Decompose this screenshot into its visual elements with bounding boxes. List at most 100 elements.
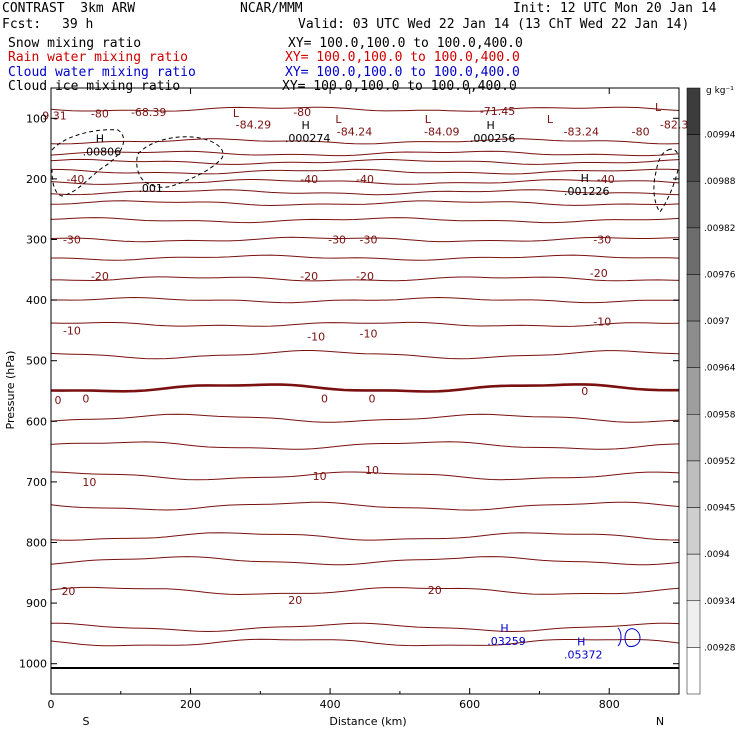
extrema-layer: L L L LLH.00806H.000274H.000256H.001226.001… — [83, 101, 662, 661]
isotherm-label: -20 — [590, 267, 608, 280]
extremum-value: .000274 — [285, 132, 331, 145]
init-time: Init: 12 UTC Mon 20 Jan 14 — [513, 1, 717, 16]
extremum-marker: L — [547, 113, 554, 126]
isotherm-label: 0 — [82, 392, 89, 405]
colorbar-label: .00934 — [704, 597, 736, 607]
isotherm-label: 10 — [365, 464, 379, 477]
isotherm-label: -80 — [293, 106, 311, 119]
legend-rain-xy: XY= 100.0,100.0 to 100.0,400.0 — [285, 50, 520, 65]
isotherm-640 — [50, 441, 680, 450]
isotherm-label: -40 — [66, 173, 84, 186]
colorbar-swatch — [686, 87, 701, 135]
colorbar-swatch — [686, 227, 701, 275]
isotherm-172 — [50, 158, 680, 165]
isotherm-880 — [50, 586, 680, 596]
colorbar-label: .00952 — [704, 457, 736, 467]
isotherm-365 — [51, 276, 680, 282]
legend-cloud-ice-xy: XY= 100.0,100.0 to 100.0,400.0 — [282, 79, 517, 94]
colorbar-label: .00958 — [704, 410, 736, 420]
isotherm-940 — [51, 622, 680, 633]
isotherm-545 — [50, 383, 679, 393]
y-tick-label: 600 — [26, 415, 47, 428]
isotherm-label: 20 — [288, 594, 302, 607]
valid-time: Valid: 03 UTC Wed 22 Jan 14 (13 ChT Wed … — [298, 17, 690, 32]
isotherm-label: -10 — [593, 315, 611, 328]
colorbar-label: .00994 — [704, 131, 736, 141]
colorbar-swatch — [686, 274, 701, 322]
isotherm-label: 10 — [313, 470, 327, 483]
extremum-marker: H — [302, 119, 310, 132]
legend-cloud-water: Cloud water mixing ratio — [8, 65, 196, 80]
isotherm-label: -40 — [356, 173, 374, 186]
colorbar-label: .00928 — [704, 643, 736, 653]
x-tick-label: 200 — [180, 698, 201, 711]
cloud-water-contours — [617, 627, 641, 647]
isotherm-label: -80 — [91, 107, 109, 120]
fcst-value: 39 h — [62, 17, 94, 32]
x-tick-label: 600 — [459, 698, 480, 711]
y-tick-label: 200 — [26, 173, 47, 186]
isotherm-label: -84.24 — [337, 126, 372, 139]
y-axis-title: Pressure (hPa) — [4, 351, 17, 430]
isotherm-595 — [50, 413, 680, 423]
isotherm-490 — [50, 350, 680, 360]
isotherm-690 — [50, 471, 680, 481]
x-tick-label: 800 — [599, 698, 620, 711]
isotherm-layer — [50, 106, 680, 647]
isotherm-965 — [50, 638, 680, 647]
isotherm-label: 20 — [428, 584, 442, 597]
colorbar-label: .00988 — [704, 177, 736, 187]
y-tick-label: 1000 — [19, 658, 47, 671]
extremum-marker: L — [425, 113, 432, 126]
isotherm-222 — [50, 189, 680, 196]
y-tick-label: 500 — [26, 355, 47, 368]
isotherm-label: 9.31 — [42, 109, 67, 122]
isotherm-790 — [50, 532, 680, 541]
colorbar-swatch — [686, 553, 701, 602]
y-tick-label: 100 — [26, 112, 47, 125]
isotherm-330 — [51, 254, 680, 261]
extremum-marker: H — [486, 119, 494, 132]
cloud-ice-contour-left — [51, 129, 124, 197]
isotherm-label: -30 — [328, 234, 346, 247]
colorbar-swatch — [686, 460, 701, 508]
isotherm-label: -10 — [307, 330, 325, 343]
isotherm-label: -10 — [63, 324, 81, 337]
isotherm-label: -40 — [300, 173, 318, 186]
isotherm-830 — [50, 556, 680, 566]
org-title: NCAR/MMM — [240, 1, 303, 16]
colorbar-swatch — [686, 647, 701, 695]
extremum-marker: H — [96, 133, 104, 146]
model-title: CONTRAST 3km ARW — [2, 1, 136, 16]
y-tick-label: 900 — [26, 597, 47, 610]
isotherm-label: -82.3 — [660, 118, 688, 131]
isotherm-label: -20 — [91, 270, 109, 283]
x-end-label-south: S — [83, 715, 90, 728]
x-axis-title: Distance (km) — [329, 715, 406, 728]
isotherm-205 — [50, 178, 680, 185]
x-tick-label: 400 — [320, 698, 341, 711]
extremum-marker: H — [577, 636, 585, 649]
plot-frame — [50, 87, 680, 695]
colorbar-swatch — [686, 134, 701, 182]
isotherm-label: 10 — [82, 476, 96, 489]
colorbar-label: .0097 — [704, 317, 730, 327]
isotherm-label: 0 — [581, 385, 588, 398]
isotherm-label: -30 — [360, 234, 378, 247]
y-tick-label: 300 — [26, 234, 47, 247]
extremum-value: .05372 — [564, 649, 603, 662]
colorbar-swatch — [686, 180, 701, 229]
isotherm-label: 0 — [54, 394, 61, 407]
y-tick-label: 700 — [26, 476, 47, 489]
isotherm-label: -68.39 — [131, 106, 166, 119]
colorbar-swatch — [686, 367, 701, 415]
colorbar-swatch — [686, 414, 701, 462]
isotherm-740 — [50, 501, 680, 511]
legend-rain: Rain water mixing ratio — [8, 50, 189, 65]
isotherm-440 — [50, 321, 680, 327]
colorbar-label: .00945 — [704, 504, 736, 514]
cloud-water-contour — [624, 628, 641, 647]
y-tick-label: 400 — [26, 294, 47, 307]
isotherm-158 — [50, 150, 680, 157]
isotherm-400 — [50, 296, 680, 304]
